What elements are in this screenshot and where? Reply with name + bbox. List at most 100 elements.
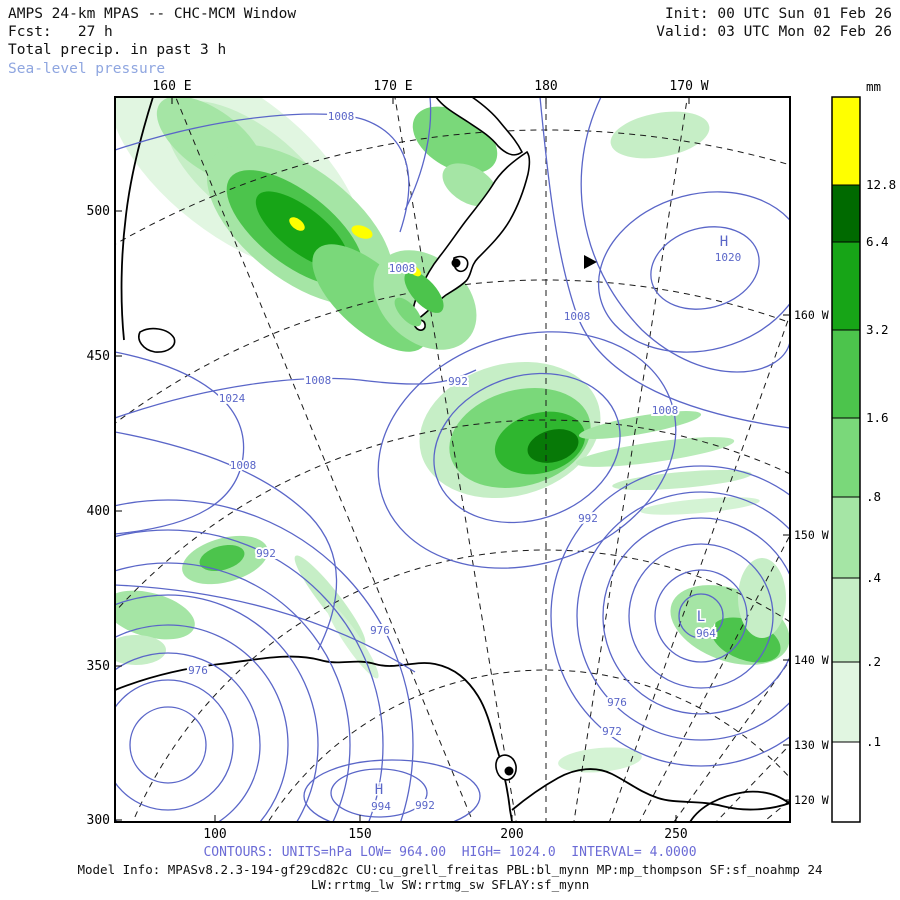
latitude-arc [115, 279, 790, 424]
isobar [597, 191, 790, 353]
colorbar-segment [832, 242, 860, 330]
isobar-label: 992 [448, 375, 468, 388]
island-coastline [435, 97, 524, 156]
longitude-label: 160 E [152, 79, 191, 94]
isobar [654, 569, 748, 663]
precip-shade [738, 558, 786, 638]
precip-shade [578, 411, 702, 439]
precip-shade [294, 555, 366, 645]
longitude-label-right: 120 W [794, 793, 829, 807]
longitude-label-right: 150 W [794, 528, 829, 542]
pressure-contour-layer [115, 97, 790, 822]
y-axis-tick-label: 300 [87, 813, 110, 828]
isobar-label: 1024 [219, 392, 246, 405]
isobar [303, 759, 481, 822]
pressure-center-l: L [697, 609, 705, 625]
latitude-arc [132, 549, 790, 822]
isobar-label: 1008 [328, 110, 355, 123]
isobar [678, 593, 724, 639]
isobar-label: 976 [370, 624, 390, 637]
overlay-field-label: Sea-level pressure [8, 61, 166, 77]
coastline [115, 655, 513, 822]
isobar [115, 679, 234, 811]
isobar [404, 97, 432, 211]
colorbar-frame [831, 96, 861, 823]
isobar-label: 1008 [652, 404, 679, 417]
precip-shade [199, 544, 245, 572]
contour-info-line: CONTOURS: UNITS=hPa LOW= 964.00 HIGH= 10… [203, 845, 697, 860]
precip-shade [558, 747, 642, 773]
colorbar-tick-label: 6.4 [866, 234, 889, 249]
meridian-line [175, 97, 474, 822]
isobar [115, 594, 319, 822]
isobar [115, 369, 477, 419]
coastline [689, 790, 790, 822]
isobar-label: 972 [602, 725, 622, 738]
isobar [115, 624, 289, 822]
heavy-precip-spot [351, 225, 373, 239]
y-axis-tick-label: 450 [87, 349, 110, 364]
longitude-label: 180 [534, 79, 557, 94]
isobar [650, 226, 760, 310]
isobar [576, 491, 790, 741]
isobar [115, 499, 414, 822]
latitude-arc [267, 669, 790, 822]
colorbar-segment [832, 578, 860, 662]
isobar-label: 976 [607, 696, 627, 709]
colorbar-segment [832, 418, 860, 497]
meridian-line [608, 313, 790, 822]
model-info-line-1: Model Info: MPASv8.2.3-194-gf29cd82c CU:… [77, 862, 823, 877]
precip-shade [442, 163, 498, 207]
colorbar-segment [832, 185, 860, 242]
colorbar-tick-label: .8 [866, 489, 881, 504]
wind-flag-marker [584, 255, 597, 269]
colorbar-tick-label: 3.2 [866, 322, 889, 337]
isobar-label: 1008 [305, 374, 332, 387]
y-axis-tick-label: 350 [87, 659, 110, 674]
y-axis-tick-label: 500 [87, 204, 110, 219]
isobar-label: 992 [256, 547, 276, 560]
longitude-label-right: 140 W [794, 653, 829, 667]
coastline-layer [115, 97, 790, 822]
contour-label-layer: 1008 1008 1008 1008 992 1024 1008 1008 992 992 976… [186, 108, 743, 815]
valid-time-label: Valid: 03 UTC Mon 02 Feb 26 [656, 24, 892, 40]
precip-layer [115, 97, 790, 773]
station-markers [451, 255, 597, 776]
colorbar-segment [832, 662, 860, 742]
colorbar-segment [832, 497, 860, 578]
isobar-label: 992 [578, 512, 598, 525]
island-coastline [138, 327, 176, 353]
isobar [628, 543, 774, 689]
colorbar-tick-label: .4 [866, 570, 881, 585]
longitude-label: 170 E [373, 79, 412, 94]
isobar [433, 372, 621, 524]
station-dot [504, 766, 514, 776]
heavy-precip-spot [289, 217, 305, 231]
x-axis-tick-label: 250 [664, 827, 687, 842]
colorbar-tick-label: .1 [866, 734, 881, 749]
precip-shade [115, 635, 166, 665]
pressure-center-h: H [720, 234, 728, 250]
colorbar-tick-label: 1.6 [866, 410, 889, 425]
pressure-center-h: H [375, 782, 383, 798]
axis-labels: 500 450 400 350 300 100 150 200 250 160 E 170 E 180… [87, 79, 829, 842]
precip-shade [394, 297, 422, 327]
isobar [115, 562, 351, 822]
colorbar-segment [832, 330, 860, 418]
model-info-line-2: LW:rrtmg_lw SW:rrtmg_sw SFLAY:sf_mynn [310, 877, 590, 892]
pressure-center-markers: H L H [373, 233, 729, 800]
init-time-label: Init: 00 UTC Sun 01 Feb 26 [665, 6, 892, 22]
station-dot [451, 258, 461, 268]
meridian-line [573, 97, 688, 822]
precip-shade [612, 469, 752, 491]
colorbar-tick-label: .2 [866, 654, 881, 669]
colorbar-tick-label: 12.8 [866, 177, 896, 192]
isobar [115, 113, 410, 233]
isobar [550, 465, 790, 767]
isobar-label: 992 [415, 799, 435, 812]
coastline [511, 768, 790, 811]
colorbar-unit-label: mm [866, 79, 881, 94]
